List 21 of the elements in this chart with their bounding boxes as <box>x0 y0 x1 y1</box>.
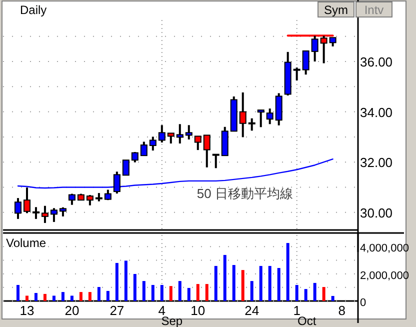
y-tick-label: 32.00 <box>360 155 393 170</box>
y-tick-label: 30.00 <box>360 205 393 220</box>
chart-title: Volume <box>6 236 46 250</box>
x-tick-label: 20 <box>64 303 80 318</box>
text: Intv <box>364 3 384 17</box>
chart-title: Daily <box>20 3 47 17</box>
x-tick-label: 27 <box>110 303 124 318</box>
y-tick-label: 36.00 <box>360 54 393 70</box>
text: Oct <box>298 314 317 327</box>
x-tick-label: 13 <box>20 303 34 318</box>
series-label: 50 日移動平均線 <box>196 186 293 201</box>
y-tick-label: 0 <box>360 297 366 309</box>
x-tick-label: 8 <box>338 303 346 318</box>
x-tick-label: 10 <box>190 303 206 318</box>
x-tick-label: 4 <box>158 303 166 318</box>
y-tick-label: 4,000,000 <box>360 242 409 255</box>
x-tick-label: 24 <box>244 303 260 318</box>
x-tick-label: 1 <box>293 303 300 318</box>
y-tick-label: 34.00 <box>360 104 393 120</box>
text: Sym <box>324 3 348 17</box>
y-tick-label: 2,000,000 <box>360 270 409 282</box>
